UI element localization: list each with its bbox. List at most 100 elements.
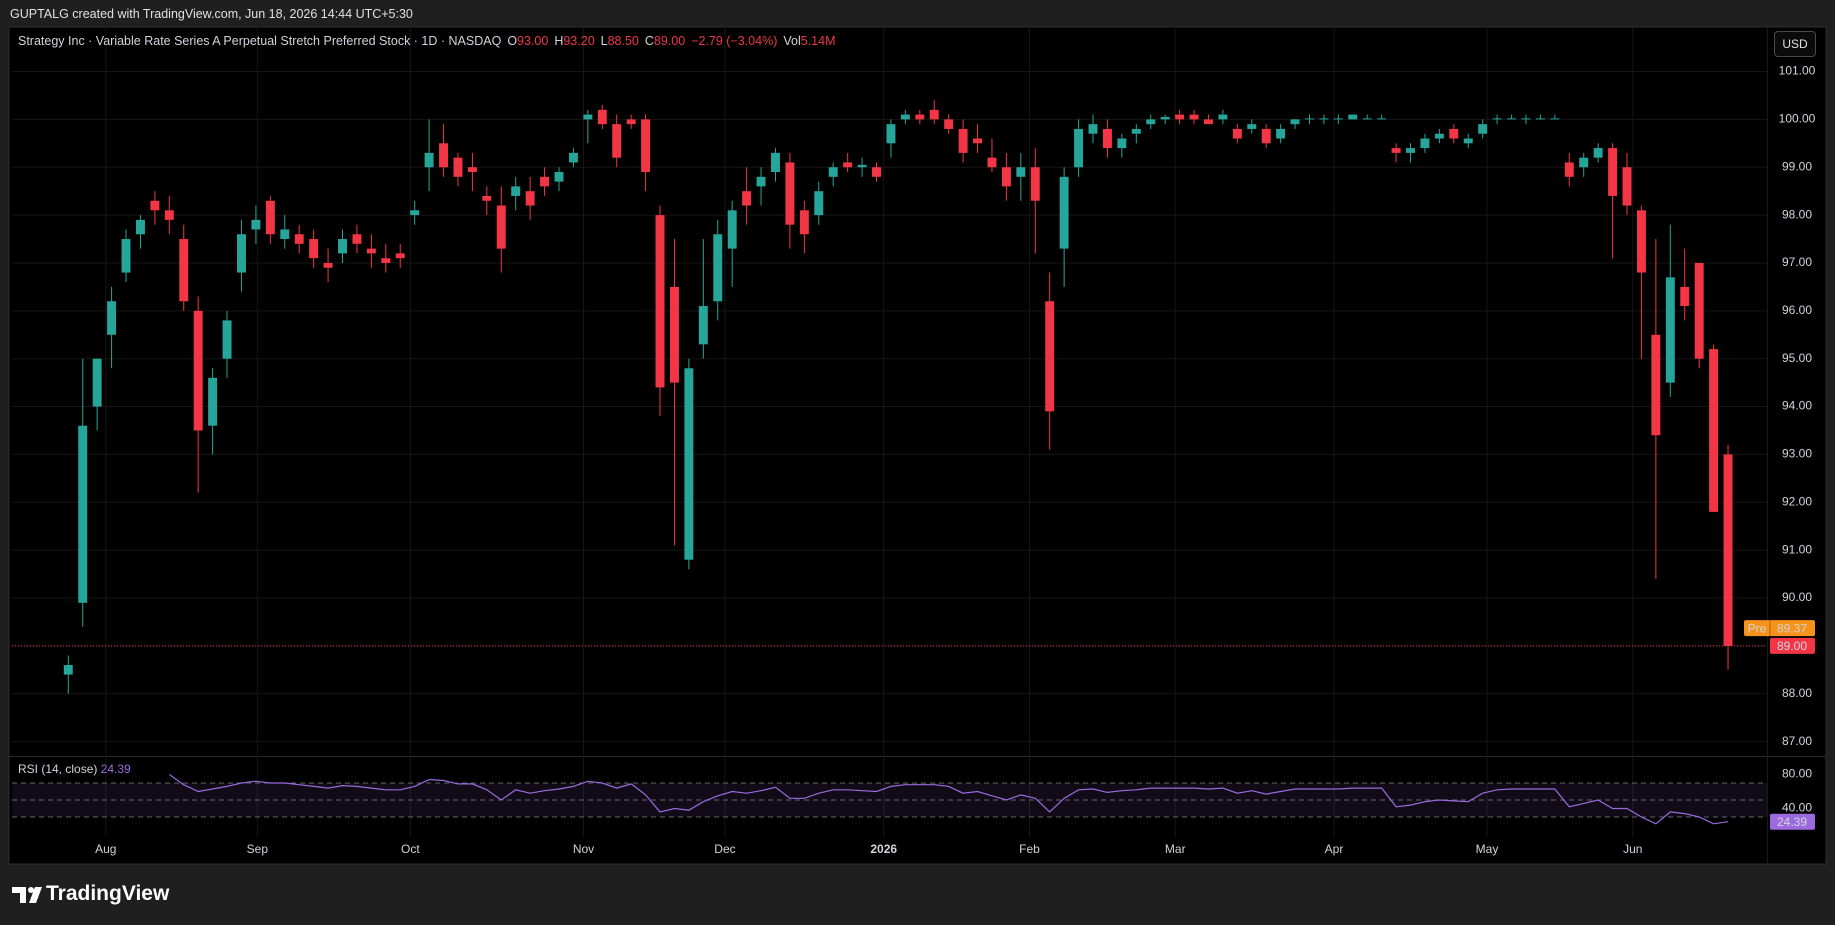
legend-value: 89.00 (653, 34, 686, 48)
candle-body (1218, 114, 1228, 120)
candle-body (1146, 119, 1156, 125)
candle-body (1723, 454, 1733, 646)
candle-body (323, 262, 333, 268)
volume-key: Vol (783, 34, 801, 48)
candle-body (1694, 262, 1704, 359)
candle-body (987, 157, 997, 168)
candle-body (1160, 116, 1170, 120)
candle-body (886, 124, 896, 144)
candle-body (1088, 124, 1098, 134)
candle-body (424, 152, 434, 168)
candle-body (1535, 118, 1545, 120)
candle-body (222, 320, 232, 359)
legend-value: 93.00 (517, 34, 549, 48)
legend-key: O (507, 34, 518, 48)
candle-body (1045, 301, 1055, 412)
candle-body (482, 195, 492, 201)
legend-key: C (644, 34, 654, 48)
candle-body (684, 368, 694, 560)
candle-body (121, 239, 131, 273)
candle-body (785, 162, 795, 225)
candle-body (280, 229, 290, 240)
caption: GUPTALG created with TradingView.com, Ju… (10, 7, 413, 21)
candle-body (352, 234, 362, 244)
y-tick-label: 87.00 (1782, 734, 1812, 748)
rsi-title: RSI (14, close) (18, 762, 98, 776)
candle-body (1449, 128, 1459, 139)
candle-body (1102, 128, 1112, 149)
candle-body (1406, 148, 1415, 153)
candle-body (1579, 157, 1589, 168)
candle-body (1420, 138, 1430, 149)
last-price-box (1770, 637, 1815, 654)
volume-value: 5.14M (800, 34, 836, 48)
legend-key: L (600, 34, 608, 48)
candle-body (771, 152, 780, 173)
x-tick-label: Jun (1623, 842, 1642, 856)
candle-body (1016, 167, 1026, 177)
candle-body (309, 239, 319, 259)
symbol-legend: Strategy Inc · Variable Rate Series A Pe… (18, 34, 836, 48)
x-tick-label: Sep (247, 842, 269, 856)
candle-body (1709, 349, 1719, 512)
candle-body (1001, 167, 1011, 187)
candle-body (208, 377, 218, 426)
candle-body (1247, 124, 1257, 129)
y-tick-label: 88.00 (1782, 686, 1812, 700)
candle-body (929, 109, 939, 120)
candle-body (1463, 138, 1473, 144)
premarket-value: 89.37 (1777, 621, 1807, 635)
y-tick-label: 92.00 (1782, 494, 1812, 508)
candle-body (1362, 118, 1372, 120)
candle-body (1189, 114, 1199, 120)
candle-body (1131, 128, 1141, 134)
candle-body (799, 210, 809, 235)
candle-body (237, 234, 246, 273)
candle-body (1492, 118, 1502, 120)
candle-body (944, 119, 954, 129)
candle-body (63, 665, 73, 675)
candle-body (742, 191, 752, 206)
candle-body (1391, 148, 1401, 153)
x-tick-label: Feb (1019, 842, 1040, 856)
candle-body (511, 186, 521, 196)
candle-body (1507, 118, 1517, 120)
candle-body (1680, 286, 1690, 307)
candle-body (525, 191, 535, 206)
legend-value: 88.50 (607, 34, 639, 48)
x-tick-label: 2026 (870, 842, 897, 856)
legend-key: H (554, 34, 564, 48)
y-tick-label: 94.00 (1782, 399, 1812, 413)
premarket-name: Pre (1748, 621, 1767, 635)
chart-frame (8, 26, 1827, 865)
premarket-box (1744, 620, 1815, 637)
candle-body (1290, 119, 1300, 125)
candle-body (727, 210, 737, 249)
candle-body (554, 172, 564, 182)
candle-body (669, 286, 679, 383)
currency-button[interactable]: USD (1774, 31, 1816, 57)
candle-body (1608, 148, 1618, 196)
y-tick-label: 99.00 (1782, 159, 1812, 173)
y-tick-label: 95.00 (1782, 351, 1812, 365)
candle-body (583, 114, 593, 120)
candle-body (1261, 128, 1271, 144)
candle-body (857, 164, 867, 168)
candle-body (1622, 167, 1632, 206)
candle-body (597, 109, 607, 125)
candle-body (814, 191, 824, 216)
candle-body (265, 200, 275, 235)
y-tick-label: 100.00 (1779, 112, 1816, 126)
rsi-tick-label: 80.00 (1782, 767, 1812, 781)
candle-body (1521, 118, 1531, 120)
candle-body (193, 310, 203, 431)
candle-body (496, 205, 506, 249)
candle-body (467, 167, 477, 173)
x-tick-label: Oct (401, 842, 420, 856)
candle-body (1319, 118, 1329, 120)
candle-body (1636, 210, 1646, 273)
candle-body (1651, 334, 1661, 436)
candle-body (1175, 114, 1185, 120)
